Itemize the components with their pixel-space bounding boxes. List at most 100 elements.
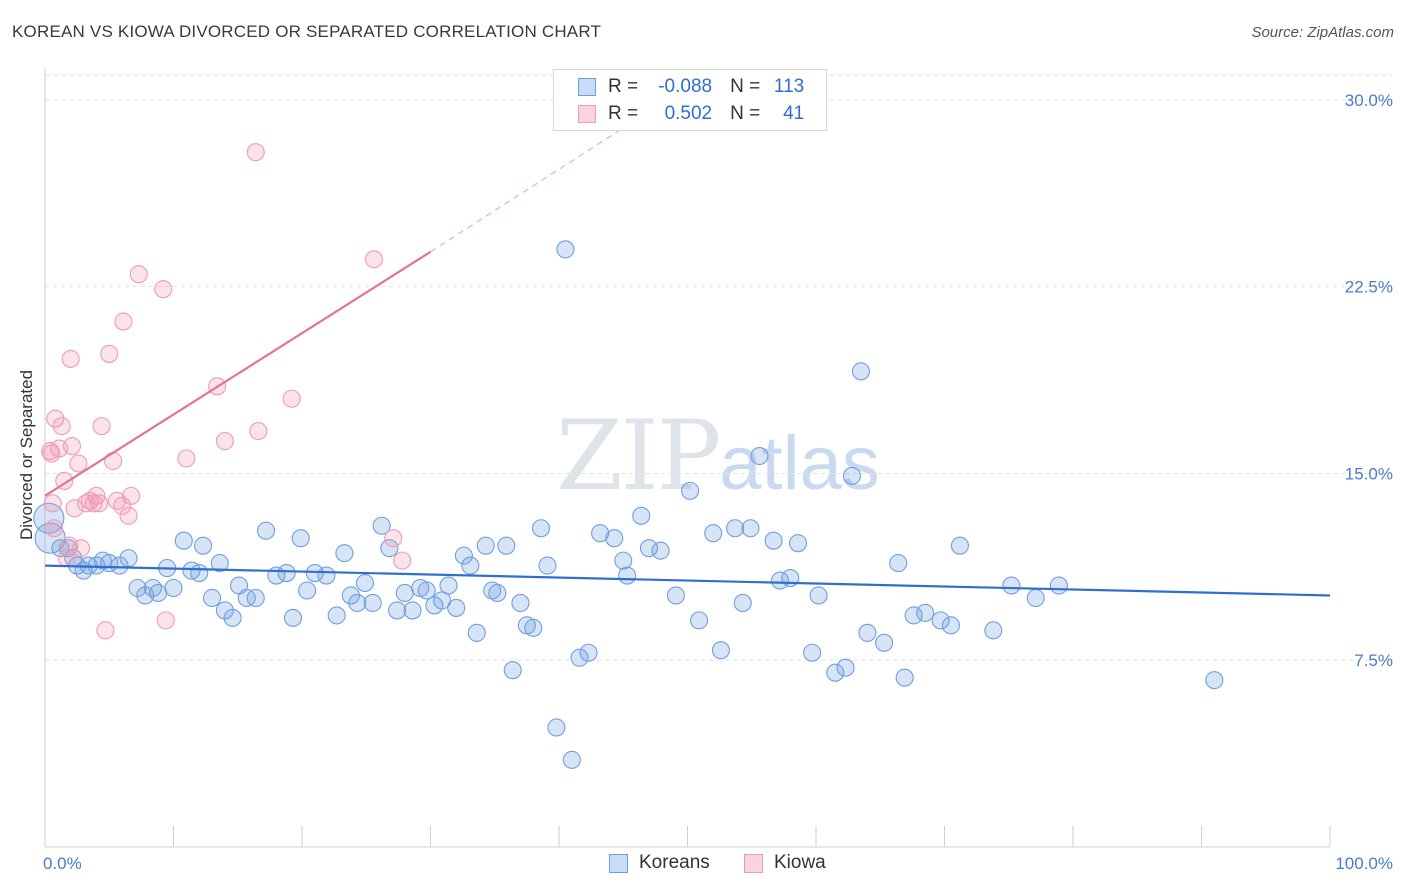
legend-row-kiowa: R = 0.502 N = 41 bbox=[578, 102, 804, 126]
korean-point bbox=[531, 519, 551, 538]
kiowa-point bbox=[100, 344, 119, 363]
korean-point bbox=[298, 581, 317, 600]
korean-point bbox=[618, 566, 637, 585]
kiowa-point bbox=[246, 143, 265, 162]
korean-point bbox=[210, 554, 229, 573]
korean-point bbox=[461, 556, 480, 575]
korean-point bbox=[149, 583, 168, 603]
watermark-atlas: atlas bbox=[719, 421, 880, 506]
kiowa-point bbox=[119, 506, 138, 525]
axes bbox=[44, 68, 1331, 848]
korean-point bbox=[904, 606, 923, 625]
kiowa-point bbox=[156, 611, 175, 630]
korean-point bbox=[950, 536, 969, 555]
kiowa-point bbox=[65, 499, 84, 518]
korean-point bbox=[439, 576, 458, 595]
x-tick-label-min: 0.0% bbox=[43, 854, 82, 873]
korean-point bbox=[836, 658, 855, 677]
kiowa-point bbox=[384, 529, 403, 548]
korean-point bbox=[246, 588, 265, 608]
kiowa-point bbox=[104, 451, 123, 471]
korean-point bbox=[317, 566, 336, 585]
korean-point bbox=[447, 598, 466, 617]
korean-point bbox=[614, 551, 633, 570]
korean-point bbox=[858, 623, 877, 642]
korean-point bbox=[488, 583, 507, 603]
korean-point bbox=[417, 581, 436, 600]
korean-point bbox=[741, 519, 760, 538]
trend-lines bbox=[44, 119, 1331, 597]
kiowa-point bbox=[69, 454, 88, 473]
source-credit: Source: ZipAtlas.com bbox=[1251, 24, 1394, 41]
korean-point bbox=[119, 549, 138, 568]
korean-point bbox=[341, 586, 360, 605]
korean-point bbox=[283, 608, 303, 627]
korean-point bbox=[733, 593, 752, 612]
korean-point bbox=[632, 506, 651, 525]
korean-point bbox=[388, 601, 407, 620]
kiowa-point bbox=[393, 551, 412, 570]
korean-point bbox=[223, 608, 242, 627]
korean-point bbox=[725, 519, 745, 538]
legend-n-value: 41 bbox=[783, 103, 805, 124]
kiowa-point bbox=[44, 519, 64, 538]
kiowa-point bbox=[71, 539, 91, 558]
korean-point bbox=[639, 539, 659, 558]
korean-point bbox=[984, 621, 1003, 640]
kiowa-point bbox=[60, 536, 79, 555]
legend-n-label: N = bbox=[730, 103, 761, 124]
korean-point bbox=[764, 531, 783, 550]
koreans-trend-line bbox=[44, 564, 1331, 597]
kiowa-point bbox=[43, 494, 62, 513]
x-tick-label-max: 100.0% bbox=[1335, 854, 1393, 873]
kiowa-point bbox=[107, 491, 127, 510]
kiowa-point bbox=[122, 486, 141, 505]
korean-point bbox=[433, 591, 452, 610]
kiowa-point bbox=[129, 265, 148, 284]
korean-point bbox=[895, 668, 914, 687]
korean-point bbox=[380, 539, 399, 558]
kiowa-points bbox=[41, 143, 412, 640]
korean-point bbox=[372, 516, 391, 535]
korean-point bbox=[128, 578, 147, 598]
korean-point bbox=[174, 531, 193, 550]
kiowa-point bbox=[87, 486, 106, 505]
korean-point bbox=[570, 648, 589, 667]
korean-point bbox=[335, 544, 354, 563]
korean-point bbox=[556, 240, 575, 259]
korean-point bbox=[651, 541, 670, 560]
kiowa-point bbox=[249, 422, 268, 441]
kiowa-point bbox=[62, 437, 82, 456]
y-tick-label: 22.5% bbox=[1345, 278, 1393, 297]
kiowa-legend-swatch bbox=[744, 853, 763, 873]
korean-point bbox=[454, 546, 473, 565]
korean-point bbox=[704, 524, 723, 543]
korean-point bbox=[666, 586, 685, 605]
tick-labels: 7.5% 15.0% 22.5% 30.0% 0.0% 100.0% bbox=[43, 91, 1393, 873]
korean-point bbox=[524, 618, 543, 637]
korean-point bbox=[842, 466, 862, 485]
korean-point bbox=[194, 536, 213, 555]
kiowa-trend-extension bbox=[430, 119, 637, 253]
korean-point bbox=[605, 529, 624, 548]
korean-point bbox=[1049, 576, 1068, 595]
kiowa-trend-line bbox=[44, 250, 432, 497]
korean-point bbox=[256, 521, 276, 540]
legend-r-label: R = bbox=[608, 76, 639, 97]
korean-point bbox=[941, 616, 960, 635]
watermark: ZIPatlas bbox=[556, 400, 880, 512]
kiowa-point bbox=[46, 409, 65, 428]
korean-point bbox=[538, 556, 557, 575]
korean-point bbox=[395, 583, 414, 603]
korean-point bbox=[809, 586, 828, 605]
kiowa-point bbox=[364, 250, 384, 269]
korean-point bbox=[363, 593, 382, 612]
legend-r-value: 0.502 bbox=[664, 103, 713, 124]
koreans-swatch bbox=[578, 78, 596, 96]
korean-point bbox=[277, 564, 296, 583]
korean-point bbox=[788, 534, 808, 553]
korean-point bbox=[476, 536, 495, 555]
korean-point bbox=[355, 573, 375, 593]
korean-point bbox=[851, 362, 871, 381]
